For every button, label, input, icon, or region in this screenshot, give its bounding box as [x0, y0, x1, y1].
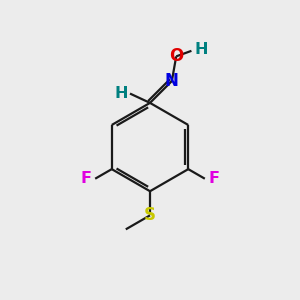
Text: H: H — [194, 42, 208, 57]
Text: S: S — [144, 206, 156, 224]
Text: O: O — [169, 47, 183, 65]
Text: F: F — [208, 171, 219, 186]
Text: F: F — [81, 171, 92, 186]
Text: N: N — [165, 72, 179, 90]
Text: H: H — [114, 86, 128, 101]
